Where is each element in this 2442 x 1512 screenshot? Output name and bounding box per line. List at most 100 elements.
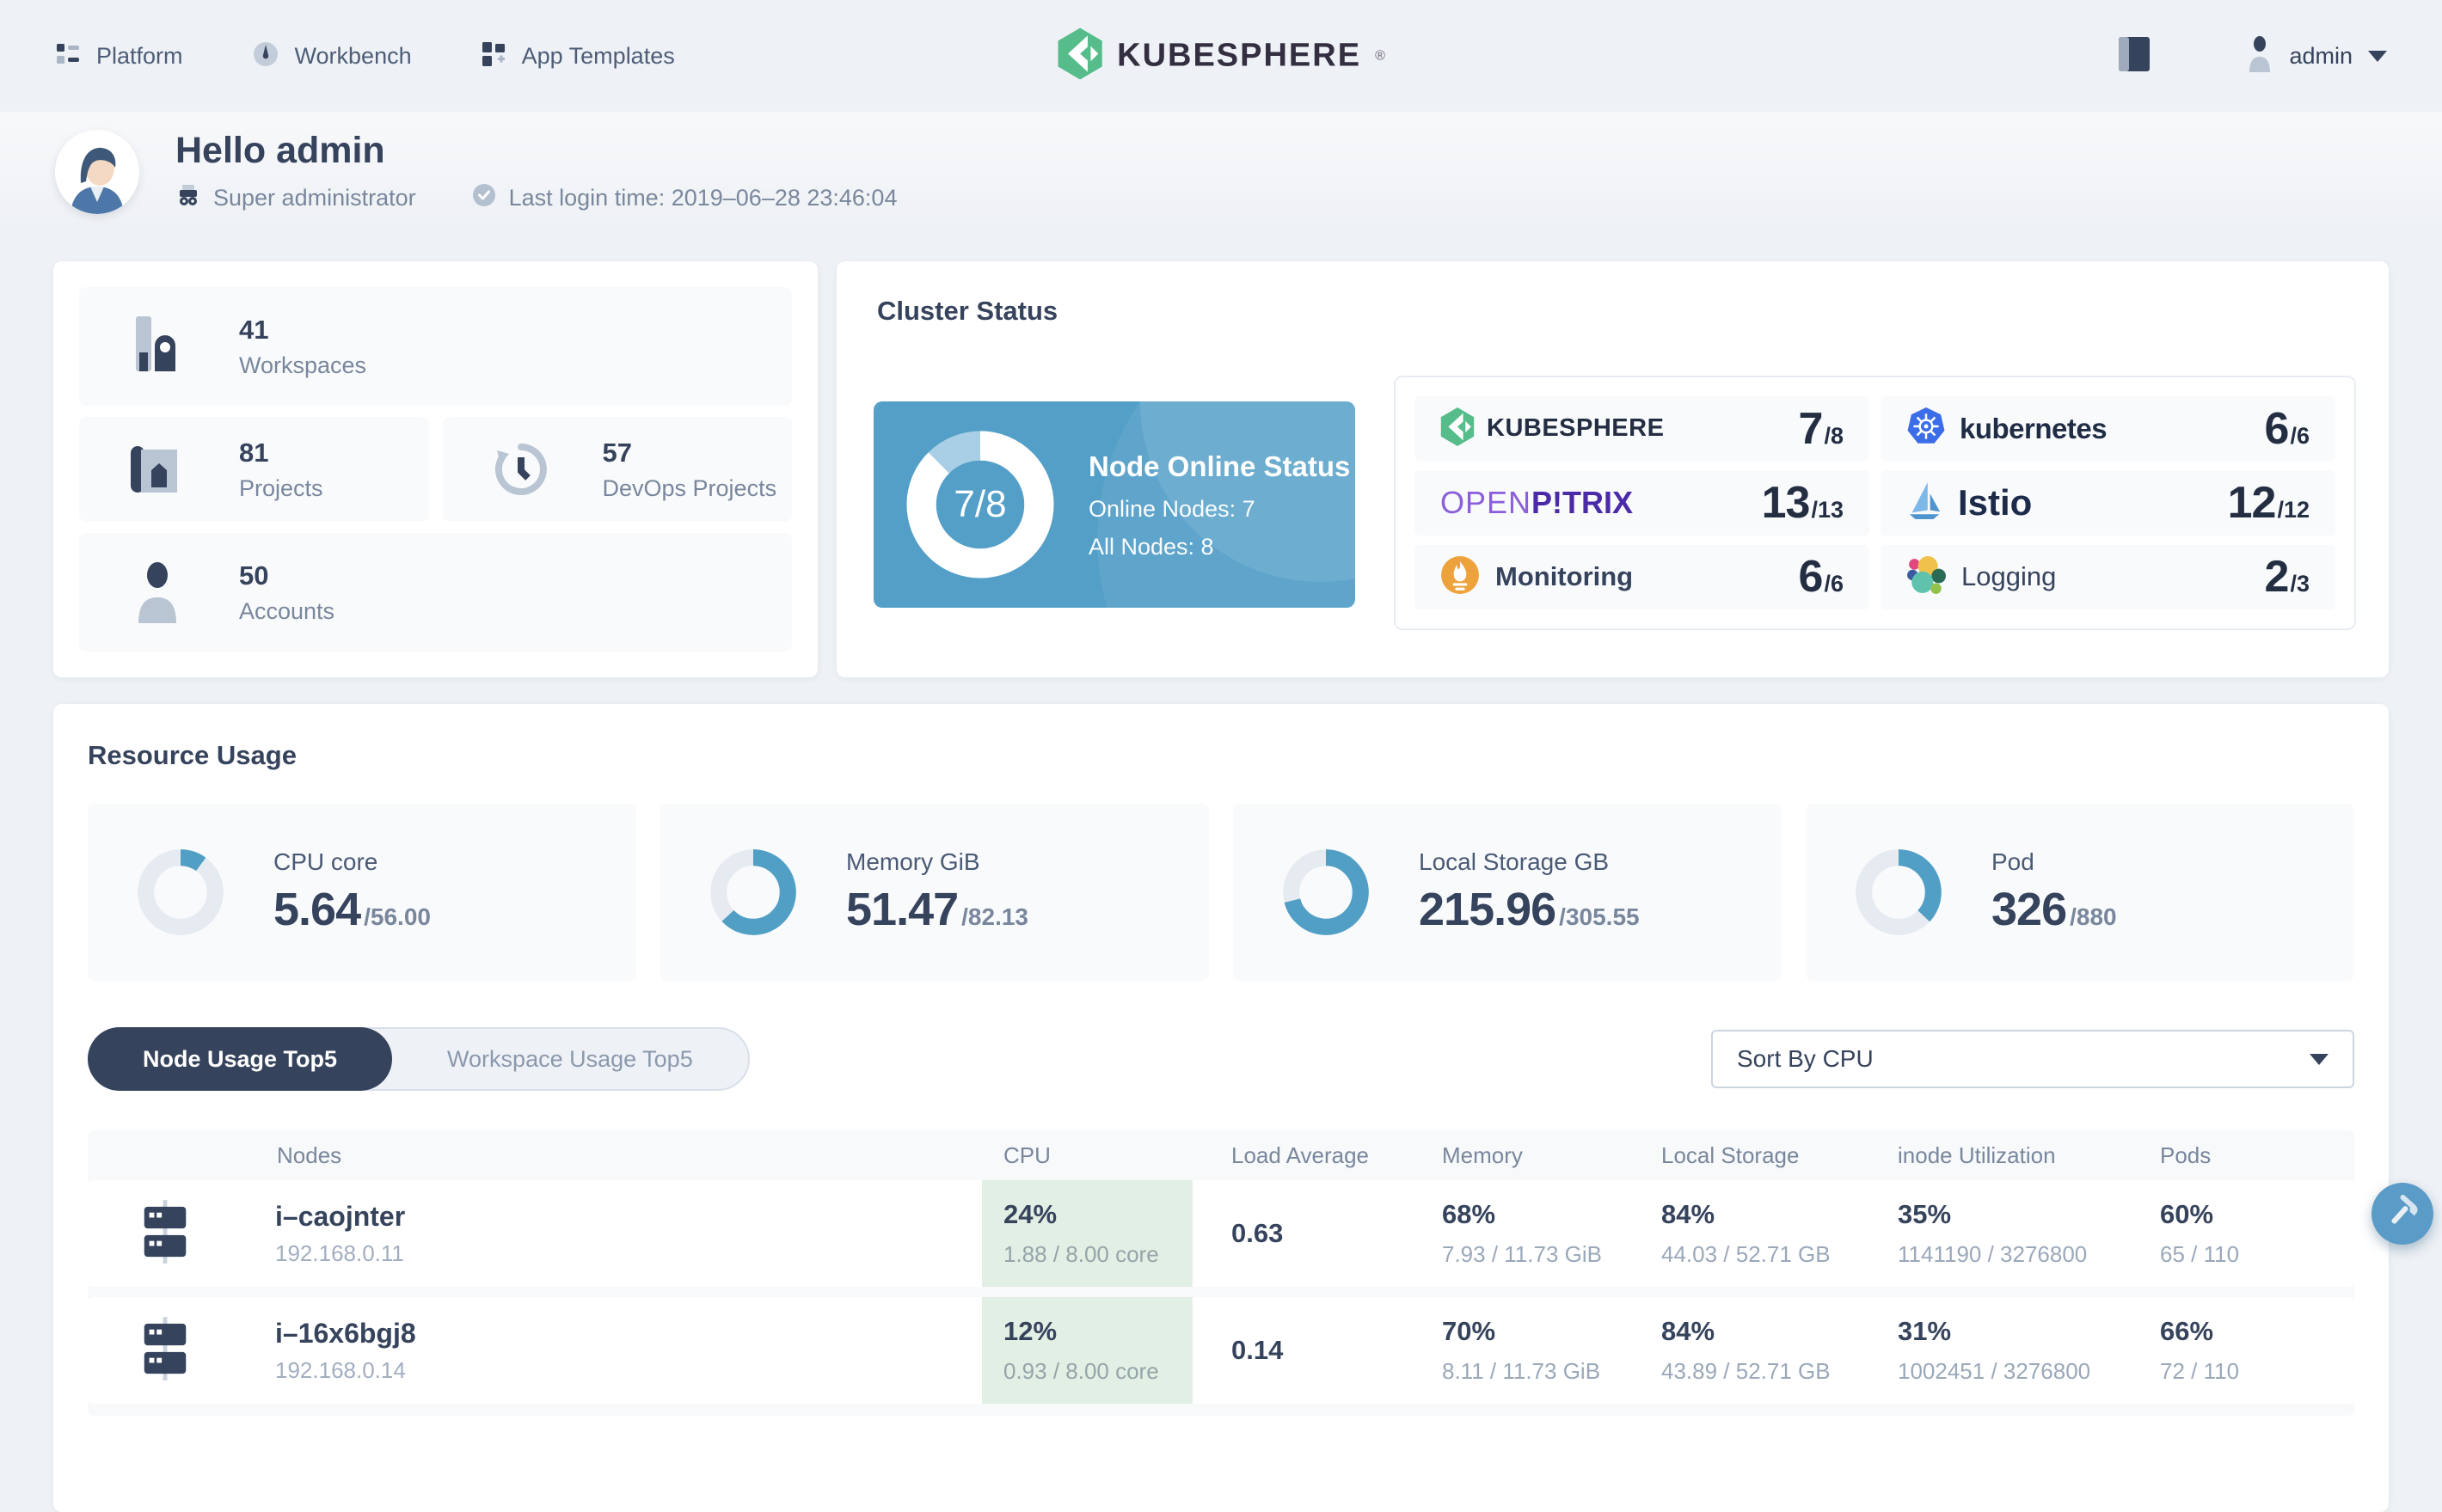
nav-item-label: Platform	[96, 42, 183, 69]
node-name[interactable]: i–caojnter	[275, 1200, 406, 1232]
kubesphere-icon	[1440, 407, 1475, 450]
metric-total: /880	[2070, 903, 2117, 930]
component-openpitrix[interactable]: OPENP!TRIX 13/13	[1414, 470, 1869, 536]
component-monitoring[interactable]: Monitoring 6/6	[1414, 544, 1869, 609]
node-ip: 192.168.0.11	[275, 1240, 404, 1266]
node-name[interactable]: i–16x6bgj8	[275, 1317, 416, 1349]
tab-workspace-usage-top5[interactable]: Workspace Usage Top5	[447, 1045, 693, 1072]
chevron-down-icon	[2368, 50, 2387, 62]
node-ip: 192.168.0.14	[275, 1356, 406, 1383]
component-total: /12	[2277, 496, 2310, 523]
component-name: Istio	[1958, 481, 2033, 523]
summary-accounts[interactable]: 50 Accounts	[79, 533, 792, 652]
app-templates-icon	[481, 40, 506, 72]
cpu-donut	[138, 849, 224, 935]
summary-workspaces[interactable]: 41 Workspaces	[79, 287, 792, 406]
resource-metrics: CPU core 5.64/56.00 Memory GiB 51.47/82.…	[88, 804, 2354, 981]
summary-value: 50	[239, 560, 269, 591]
nav-item-app-templates[interactable]: App Templates	[481, 40, 675, 72]
kubernetes-icon	[1906, 407, 1946, 450]
col-local-storage: Local Storage	[1661, 1142, 1800, 1168]
component-count: 6	[2264, 403, 2290, 454]
resource-usage-card: Resource Usage CPU core 5.64/56.00 M	[53, 704, 2389, 1512]
metric-pod[interactable]: Pod 326/880	[1806, 804, 2354, 981]
chevron-down-icon	[2310, 1053, 2328, 1065]
prometheus-icon	[1440, 555, 1480, 599]
node-online-status-card: 7/8 Node Online Status Online Nodes: 7 A…	[874, 401, 1355, 608]
devops-clock-icon	[488, 442, 555, 497]
metric-memory[interactable]: Memory GiB 51.47/82.13	[660, 804, 1209, 981]
component-total: /13	[1811, 496, 1844, 523]
table-header: Nodes CPU Load Average Memory Local Stor…	[88, 1130, 2354, 1180]
nav-left-group: Platform Workbench App Templates	[55, 40, 675, 72]
hammer-icon	[2385, 1194, 2420, 1233]
docs-icon[interactable]	[2117, 34, 2151, 79]
col-load-average: Load Average	[1231, 1142, 1369, 1168]
metric-used: 51.47	[846, 884, 959, 935]
component-kubesphere[interactable]: KUBESPHERE 7/8	[1414, 396, 1869, 462]
components-panel: KUBESPHERE 7/8 kubernetes 6/6 OPENP!TRIX	[1394, 376, 2356, 630]
component-count: 6	[1798, 552, 1824, 603]
node-online-title: Node Online Status	[1089, 450, 1351, 483]
kubesphere-logo-icon	[1057, 28, 1103, 84]
cluster-status-title: Cluster Status	[877, 296, 1058, 326]
component-total: /6	[2290, 422, 2310, 449]
metric-label: Memory GiB	[846, 848, 980, 875]
summary-devops-projects[interactable]: 57 DevOps Projects	[442, 417, 792, 522]
component-kubernetes[interactable]: kubernetes 6/6	[1881, 396, 2335, 462]
role-label: Super administrator	[213, 185, 416, 211]
logo-wordmark: KUBESPHERE	[1117, 37, 1362, 74]
cpu-detail: 1.88 / 8.00 core	[1003, 1241, 1159, 1267]
tab-node-usage-top5[interactable]: Node Usage Top5	[88, 1027, 393, 1091]
cpu-percent: 12%	[1003, 1316, 1058, 1346]
metric-used: 215.96	[1419, 884, 1556, 935]
cpu-percent: 24%	[1003, 1199, 1058, 1229]
component-name: Monitoring	[1495, 561, 1634, 592]
metric-local-storage[interactable]: Local Storage GB 215.96/305.55	[1233, 804, 1782, 981]
summary-projects[interactable]: 81 Projects	[79, 417, 429, 522]
summary-value: 57	[602, 437, 632, 468]
metric-label: Pod	[1991, 848, 2034, 875]
toolbox-fab-button[interactable]	[2371, 1183, 2433, 1245]
component-istio[interactable]: Istio 12/12	[1881, 470, 2335, 536]
component-total: /8	[1824, 422, 1844, 449]
load-average-cell: 0.63	[1231, 1218, 1284, 1248]
local-storage-cell: 84% 44.03 / 52.71 GB	[1661, 1199, 1831, 1267]
summary-label: Projects	[239, 474, 323, 501]
component-name: Logging	[1961, 561, 2057, 592]
sort-by-select[interactable]: Sort By CPU	[1711, 1030, 2354, 1088]
check-icon	[471, 182, 497, 214]
load-average-cell: 0.14	[1231, 1335, 1284, 1365]
metric-label: Local Storage GB	[1419, 848, 1610, 875]
component-count: 12	[2227, 477, 2277, 528]
nav-item-workbench[interactable]: Workbench	[252, 40, 412, 72]
pod-donut	[1856, 849, 1942, 935]
metric-used: 5.64	[273, 884, 361, 935]
metric-total: /82.13	[961, 903, 1028, 930]
nav-item-platform[interactable]: Platform	[55, 41, 183, 71]
kubesphere-logo[interactable]: KUBESPHERE ®	[1057, 28, 1385, 84]
node-icon	[138, 1199, 193, 1268]
role-icon	[175, 182, 201, 214]
cpu-detail: 0.93 / 8.00 core	[1003, 1358, 1159, 1384]
pods-cell: 66% 72 / 110	[2160, 1316, 2240, 1384]
nav-right-group: admin	[2117, 34, 2387, 79]
online-nodes-label: Online Nodes: 7	[1089, 495, 1255, 522]
istio-icon	[1906, 481, 1942, 524]
table-row[interactable]: i–caojnter 192.168.0.11 24% 1.88 / 8.00 …	[88, 1180, 2354, 1287]
user-icon	[2246, 35, 2273, 77]
node-online-donut: 7/8	[903, 427, 1058, 582]
memory-cell: 68% 7.93 / 11.73 GiB	[1442, 1199, 1602, 1267]
all-nodes-label: All Nodes: 8	[1089, 533, 1214, 560]
user-name: admin	[2289, 42, 2353, 69]
component-count: 13	[1761, 477, 1811, 528]
component-logging[interactable]: Logging 2/3	[1881, 544, 2335, 609]
nav-item-label: App Templates	[521, 42, 675, 69]
hello-banner: Hello admin Super administrator Last log…	[0, 112, 2442, 232]
metric-cpu[interactable]: CPU core 5.64/56.00	[88, 804, 636, 981]
user-menu[interactable]: admin	[2246, 35, 2387, 77]
metric-label: CPU core	[273, 848, 378, 875]
usage-tabs: Node Usage Top5 Workspace Usage Top5	[88, 1027, 750, 1091]
workbench-icon	[252, 40, 279, 72]
table-row[interactable]: i–16x6bgj8 192.168.0.14 12% 0.93 / 8.00 …	[88, 1297, 2354, 1404]
